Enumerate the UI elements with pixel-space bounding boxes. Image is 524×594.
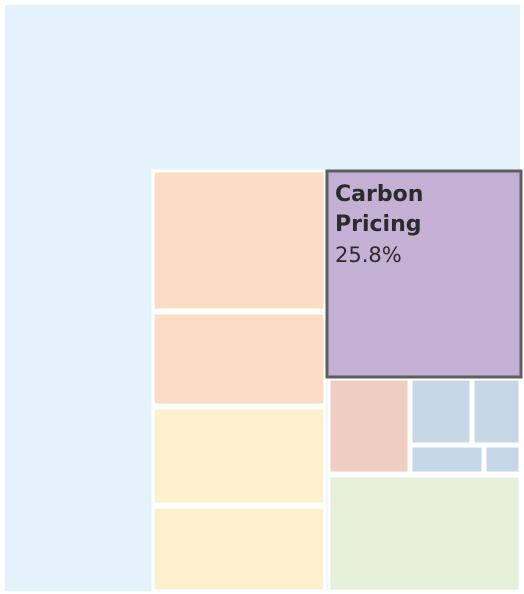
tile-orange-1 xyxy=(151,169,327,312)
tile-pink xyxy=(327,377,411,475)
tile-orange-2 xyxy=(151,311,327,407)
tile-label-name-line-2: Pricing xyxy=(335,212,422,237)
treemap-tiles xyxy=(151,169,522,593)
tile-blue-3 xyxy=(409,444,485,475)
tile-green xyxy=(327,474,522,593)
tile-blue-4 xyxy=(483,444,522,475)
tile-highlighted[interactable] xyxy=(325,169,523,379)
tile-blue-1 xyxy=(409,377,473,446)
tile-blue-2 xyxy=(471,377,522,446)
highlighted-tile-group[interactable]: Carbon Pricing 25.8% xyxy=(325,169,523,379)
tile-yellow-1 xyxy=(151,406,327,506)
tile-label-value: 25.8% xyxy=(335,243,402,267)
tile-yellow-2 xyxy=(151,505,327,593)
tile-label-name-line-1: Carbon xyxy=(335,182,423,207)
